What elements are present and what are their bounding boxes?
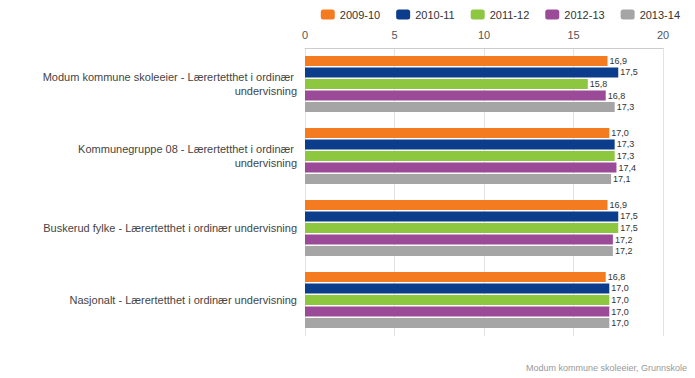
svg-text:2012-13: 2012-13 <box>564 9 604 21</box>
svg-text:Modum kommune skoleeier - Lære: Modum kommune skoleeier - Lærertetthet i… <box>43 71 297 83</box>
svg-text:17,0: 17,0 <box>611 318 629 328</box>
svg-text:16,9: 16,9 <box>610 56 628 66</box>
svg-text:20: 20 <box>657 29 669 41</box>
svg-text:Modum kommune skoleeier, Grunn: Modum kommune skoleeier, Grunnskole <box>526 363 687 373</box>
svg-text:undervisning: undervisning <box>235 85 297 97</box>
svg-text:2011-12: 2011-12 <box>490 9 530 21</box>
svg-text:Nasjonalt - Lærertetthet i ord: Nasjonalt - Lærertetthet i ordinær under… <box>70 294 297 306</box>
svg-text:17,3: 17,3 <box>617 139 635 149</box>
svg-text:17,3: 17,3 <box>617 151 635 161</box>
svg-text:17,2: 17,2 <box>615 246 633 256</box>
svg-text:0: 0 <box>302 29 308 41</box>
svg-text:17,2: 17,2 <box>615 235 633 245</box>
svg-text:17,5: 17,5 <box>620 223 638 233</box>
svg-text:10: 10 <box>478 29 490 41</box>
svg-text:17,0: 17,0 <box>611 128 629 138</box>
svg-text:2009-10: 2009-10 <box>340 9 380 21</box>
svg-text:undervisning: undervisning <box>235 157 297 169</box>
svg-text:2013-14: 2013-14 <box>640 9 680 21</box>
svg-text:15: 15 <box>567 29 579 41</box>
svg-text:17,4: 17,4 <box>618 163 636 173</box>
svg-text:16,8: 16,8 <box>608 272 626 282</box>
svg-text:16,8: 16,8 <box>608 91 626 101</box>
svg-text:17,5: 17,5 <box>620 67 638 77</box>
svg-text:2010-11: 2010-11 <box>415 9 455 21</box>
svg-text:5: 5 <box>391 29 397 41</box>
svg-text:17,3: 17,3 <box>617 102 635 112</box>
svg-text:17,0: 17,0 <box>611 307 629 317</box>
svg-text:17,0: 17,0 <box>611 295 629 305</box>
svg-text:Buskerud fylke - Lærertetthet: Buskerud fylke - Lærertetthet i ordinær … <box>43 222 297 234</box>
svg-text:17,0: 17,0 <box>611 283 629 293</box>
svg-text:17,5: 17,5 <box>620 211 638 221</box>
svg-text:17,1: 17,1 <box>613 174 631 184</box>
svg-text:15,8: 15,8 <box>590 79 608 89</box>
svg-text:16,9: 16,9 <box>610 200 628 210</box>
svg-text:Kommunegruppe 08 - Lærertetthe: Kommunegruppe 08 - Lærertetthet i ordinæ… <box>78 143 297 155</box>
